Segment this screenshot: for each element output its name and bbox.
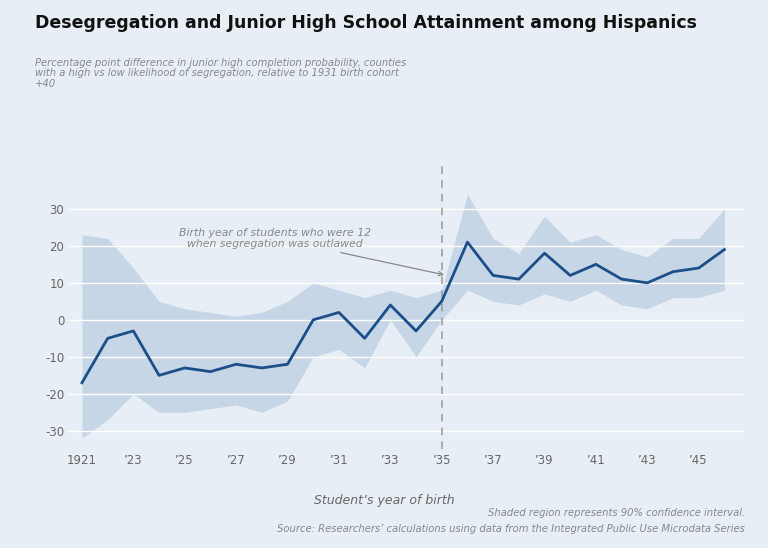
- Text: Birth year of students who were 12
when segregation was outlawed: Birth year of students who were 12 when …: [179, 227, 443, 276]
- Text: +40: +40: [35, 79, 56, 89]
- Text: with a high vs low likelihood of segregation, relative to 1931 birth cohort: with a high vs low likelihood of segrega…: [35, 68, 399, 78]
- Text: Desegregation and Junior High School Attainment among Hispanics: Desegregation and Junior High School Att…: [35, 14, 697, 32]
- Text: Shaded region represents 90% confidence interval.: Shaded region represents 90% confidence …: [488, 508, 745, 518]
- Text: Student’s year of birth: Student’s year of birth: [313, 494, 455, 507]
- Text: Source: Researchers’ calculations using data from the Integrated Public Use Micr: Source: Researchers’ calculations using …: [277, 524, 745, 534]
- Text: Percentage point difference in junior high completion probability, counties: Percentage point difference in junior hi…: [35, 58, 406, 67]
